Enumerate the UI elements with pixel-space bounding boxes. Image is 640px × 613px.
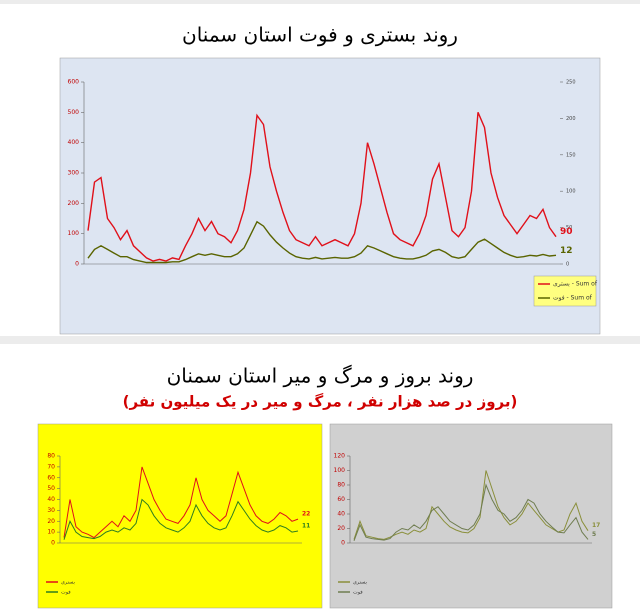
plot-panel: [329, 423, 613, 609]
y-tick-label: 40: [47, 496, 55, 503]
series-line: [63, 498, 299, 540]
legend-label: فوت: [353, 590, 363, 596]
y-tick-label: 60: [47, 474, 55, 481]
y2-tick-label: 100: [566, 189, 576, 195]
plot-panel: [37, 423, 323, 609]
legend-label: بستری: [61, 580, 75, 586]
y-tick-label: 30: [47, 507, 55, 514]
y-tick-label: 50: [47, 485, 55, 492]
y-tick-label: 40: [337, 511, 345, 518]
y2-tick-label: 200: [566, 116, 576, 122]
card-title: روند بستری و فوت استان سمنان: [182, 23, 458, 47]
series-line: [63, 466, 299, 539]
legend-label: بستری - Sum of: [553, 281, 598, 288]
y2-tick-label: 150: [566, 152, 576, 158]
y2-tick-label: 50: [566, 225, 572, 231]
y2-tick-label: 250: [566, 80, 576, 86]
y-tick-label: 20: [47, 518, 55, 525]
y-tick-label: 20: [337, 525, 345, 532]
y-tick-label: 0: [75, 261, 79, 268]
card-title: روند بروز و مرگ و میر استان سمنان: [167, 364, 474, 388]
y-tick-label: 300: [68, 170, 80, 177]
series-line: [87, 220, 557, 264]
end-label: 5: [592, 531, 596, 538]
y-tick-label: 80: [47, 453, 55, 460]
y-tick-label: 70: [47, 463, 55, 470]
y-tick-label: 0: [51, 540, 55, 547]
y-tick-label: 120: [334, 453, 346, 460]
end-label: 17: [592, 522, 600, 529]
y-tick-label: 100: [68, 230, 80, 237]
y-tick-label: 60: [337, 496, 345, 503]
series-line: [87, 112, 557, 262]
legend-box: [533, 275, 597, 307]
y-tick-label: 500: [68, 109, 80, 116]
y-tick-label: 400: [68, 139, 80, 146]
end-label: 12: [560, 246, 573, 256]
end-label: 90: [560, 227, 573, 237]
plot-panel: [59, 57, 601, 335]
legend-label: فوت: [61, 590, 71, 596]
end-label: 11: [302, 523, 310, 530]
legend-label: فوت - Sum of: [553, 295, 593, 302]
y-tick-label: 10: [47, 529, 55, 536]
card-subtitle: (بروز در صد هزار نفر ، مرگ و میر در یک م…: [123, 393, 518, 411]
series-line: [353, 483, 589, 541]
y2-tick-label: 0: [566, 262, 569, 268]
y-tick-label: 600: [68, 79, 80, 86]
end-label: 22: [302, 511, 310, 518]
y-tick-label: 100: [334, 467, 346, 474]
y-tick-label: 200: [68, 200, 80, 207]
y-tick-label: 0: [341, 540, 345, 547]
y-tick-label: 80: [337, 482, 345, 489]
legend-label: بستری: [353, 580, 367, 586]
